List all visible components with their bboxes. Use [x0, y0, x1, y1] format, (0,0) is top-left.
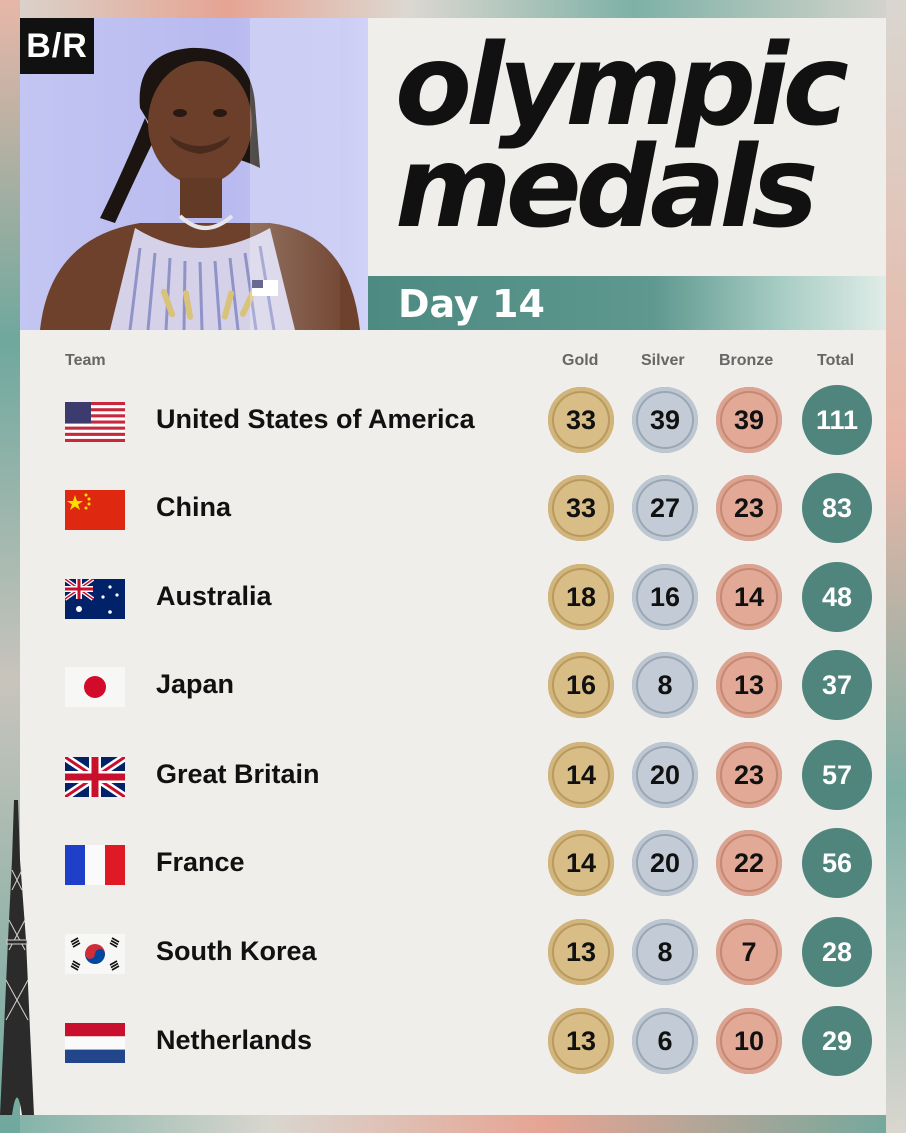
total-count: 57 [802, 740, 872, 810]
usa-flag-icon [65, 402, 125, 442]
gold-count: 18 [548, 564, 614, 630]
title-line-olympic: olympic [395, 21, 849, 151]
silver-count: 20 [632, 742, 698, 808]
table-row: Great Britain 14 20 23 57 [40, 739, 880, 819]
silver-count: 8 [632, 652, 698, 718]
header-gold: Gold [562, 352, 599, 369]
gold-count: 13 [548, 919, 614, 985]
athlete-photo [20, 18, 368, 330]
silver-count: 6 [632, 1008, 698, 1074]
page-title: olympic medals [395, 21, 875, 253]
team-name: France [156, 847, 245, 877]
bronze-count: 13 [716, 652, 782, 718]
silver-count: 20 [632, 830, 698, 896]
bronze-count: 23 [716, 475, 782, 541]
silver-count: 39 [632, 387, 698, 453]
silver-count: 16 [632, 564, 698, 630]
total-count: 48 [802, 562, 872, 632]
team-name: Great Britain [156, 759, 320, 789]
br-logo: B/R [20, 18, 94, 74]
total-count: 29 [802, 1006, 872, 1076]
bronze-count: 22 [716, 830, 782, 896]
france-flag-icon [65, 845, 125, 885]
table-row: France 14 20 22 56 [40, 827, 880, 907]
bronze-count: 23 [716, 742, 782, 808]
table-row: Australia 18 16 14 48 [40, 561, 880, 641]
day-label: Day 14 [398, 282, 545, 326]
title-line-medals: medals [395, 123, 818, 253]
japan-flag-icon [65, 667, 125, 707]
header-team: Team [65, 352, 106, 369]
day-banner: Day 14 [368, 276, 886, 330]
decorative-top-strip [0, 0, 906, 18]
silver-count: 27 [632, 475, 698, 541]
china-flag-icon [65, 490, 125, 530]
total-count: 56 [802, 828, 872, 898]
team-name: South Korea [156, 936, 317, 966]
table-row: Japan 16 8 13 37 [40, 649, 880, 729]
table-row: United States of America 33 39 39 111 [40, 384, 880, 464]
bronze-count: 7 [716, 919, 782, 985]
header-bronze: Bronze [719, 352, 774, 369]
table-row: China 33 27 23 83 [40, 472, 880, 552]
gold-count: 14 [548, 830, 614, 896]
south-korea-flag-icon [65, 934, 125, 974]
gold-count: 13 [548, 1008, 614, 1074]
great-britain-flag-icon [65, 757, 125, 797]
team-name: Netherlands [156, 1025, 313, 1055]
table-row: South Korea 13 8 7 28 [40, 916, 880, 996]
bronze-count: 39 [716, 387, 782, 453]
header-total: Total [817, 352, 855, 369]
team-name: United States of America [156, 404, 475, 434]
total-count: 28 [802, 917, 872, 987]
gold-count: 33 [548, 387, 614, 453]
team-name: Japan [156, 669, 235, 699]
table-row: Netherlands 13 6 10 29 [40, 1005, 880, 1085]
decorative-right-strip [886, 0, 906, 1133]
total-count: 83 [802, 473, 872, 543]
total-count: 37 [802, 650, 872, 720]
gold-count: 33 [548, 475, 614, 541]
gold-count: 14 [548, 742, 614, 808]
eiffel-tower-icon [0, 800, 34, 1115]
australia-flag-icon [65, 579, 125, 619]
athlete-illustration [40, 47, 360, 330]
bronze-count: 10 [716, 1008, 782, 1074]
total-count: 111 [802, 385, 872, 455]
netherlands-flag-icon [65, 1023, 125, 1063]
header-silver: Silver [641, 352, 685, 369]
gold-count: 16 [548, 652, 614, 718]
bronze-count: 14 [716, 564, 782, 630]
decorative-bottom-strip [0, 1115, 906, 1133]
team-name: Australia [156, 581, 272, 611]
silver-count: 8 [632, 919, 698, 985]
team-name: China [156, 492, 232, 522]
